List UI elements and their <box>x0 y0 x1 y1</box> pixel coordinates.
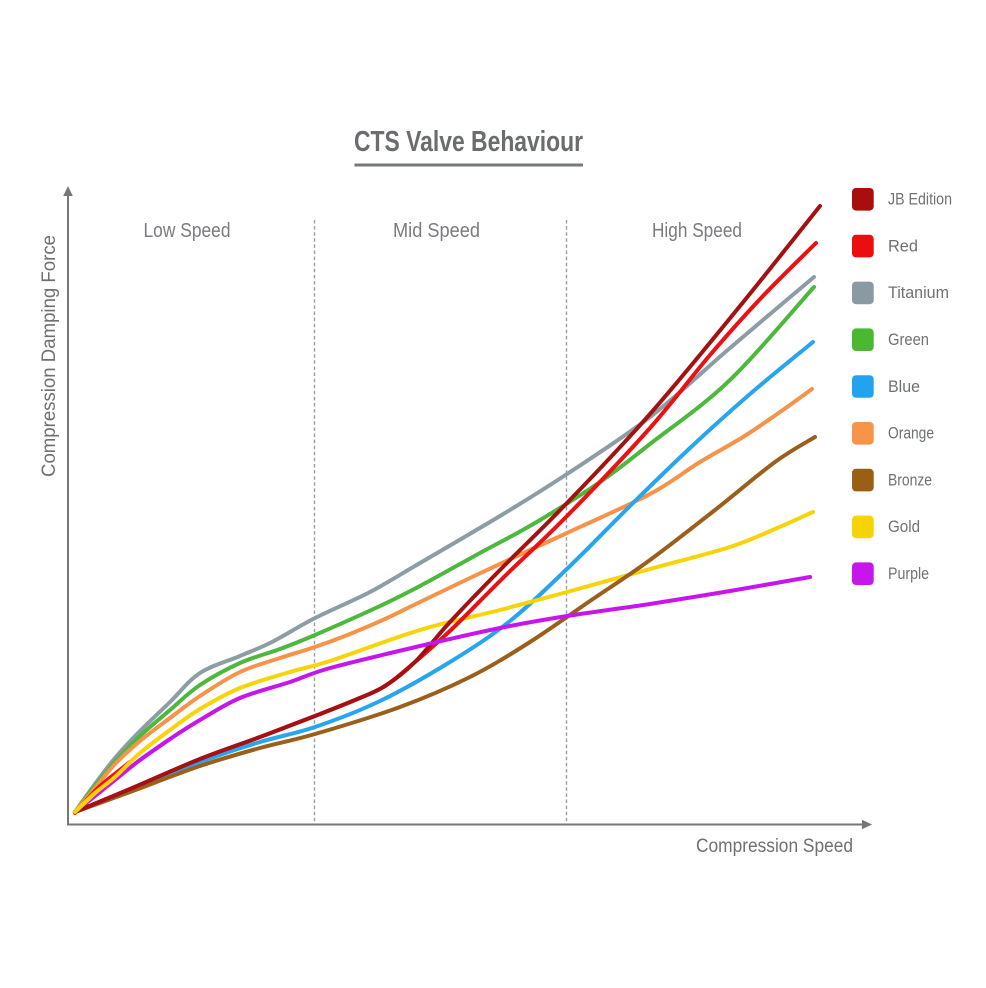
svg-text:Mid Speed: Mid Speed <box>393 220 480 242</box>
svg-text:Blue: Blue <box>888 377 920 396</box>
svg-text:Compression Speed: Compression Speed <box>696 836 853 857</box>
svg-text:Low Speed: Low Speed <box>144 220 231 242</box>
svg-text:CTS Valve Behaviour: CTS Valve Behaviour <box>354 126 583 158</box>
svg-text:Orange: Orange <box>888 424 934 443</box>
svg-text:Gold: Gold <box>888 517 920 536</box>
svg-text:Purple: Purple <box>888 564 929 583</box>
svg-text:JB Edition: JB Edition <box>888 190 952 209</box>
svg-text:Compression Damping Force: Compression Damping Force <box>39 235 60 477</box>
svg-text:Green: Green <box>888 330 929 349</box>
svg-text:Bronze: Bronze <box>888 470 932 489</box>
svg-text:Titanium: Titanium <box>888 283 949 302</box>
svg-text:High Speed: High Speed <box>652 220 742 242</box>
svg-text:Red: Red <box>888 236 918 255</box>
